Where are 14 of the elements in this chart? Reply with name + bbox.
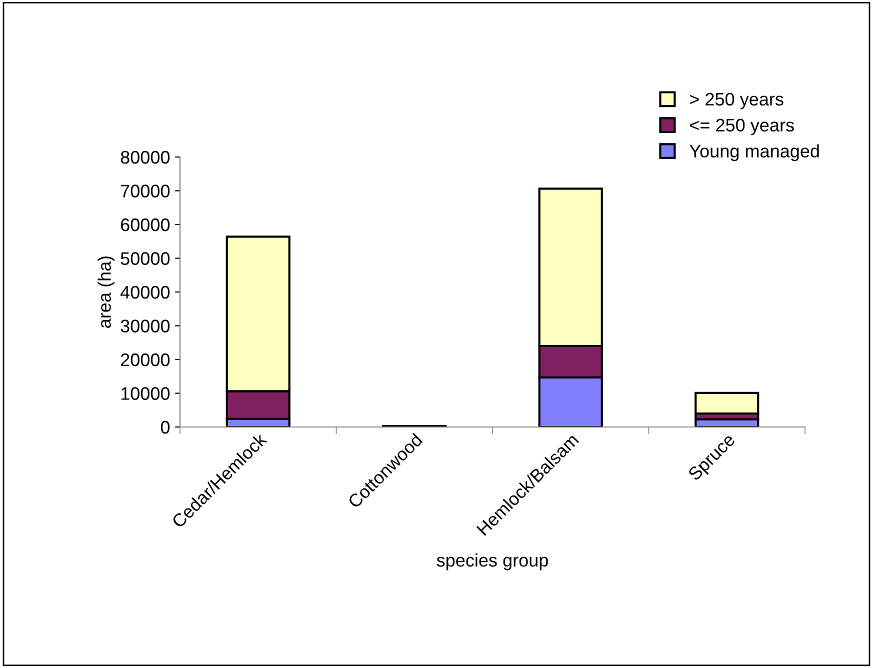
- y-tick-label: 40000: [120, 286, 170, 299]
- y-tick-label: 70000: [121, 184, 170, 198]
- legend-label: Young managed: [690, 144, 819, 162]
- y-tick-label: 80000: [120, 150, 170, 164]
- y-axis-title: area (ha): [98, 256, 115, 328]
- y-tick-label: 30000: [120, 320, 170, 332]
- legend-label: > 250 years: [690, 92, 784, 110]
- y-tick-label: 60000: [120, 218, 170, 232]
- y-tick-label: 10000: [121, 387, 170, 400]
- y-tick-label: 50000: [120, 252, 170, 265]
- y-tick-label: 0: [160, 420, 170, 434]
- x-axis-title: species group: [436, 553, 548, 570]
- legend-label: <= 250 years: [690, 118, 794, 136]
- y-tick-label: 20000: [120, 353, 170, 366]
